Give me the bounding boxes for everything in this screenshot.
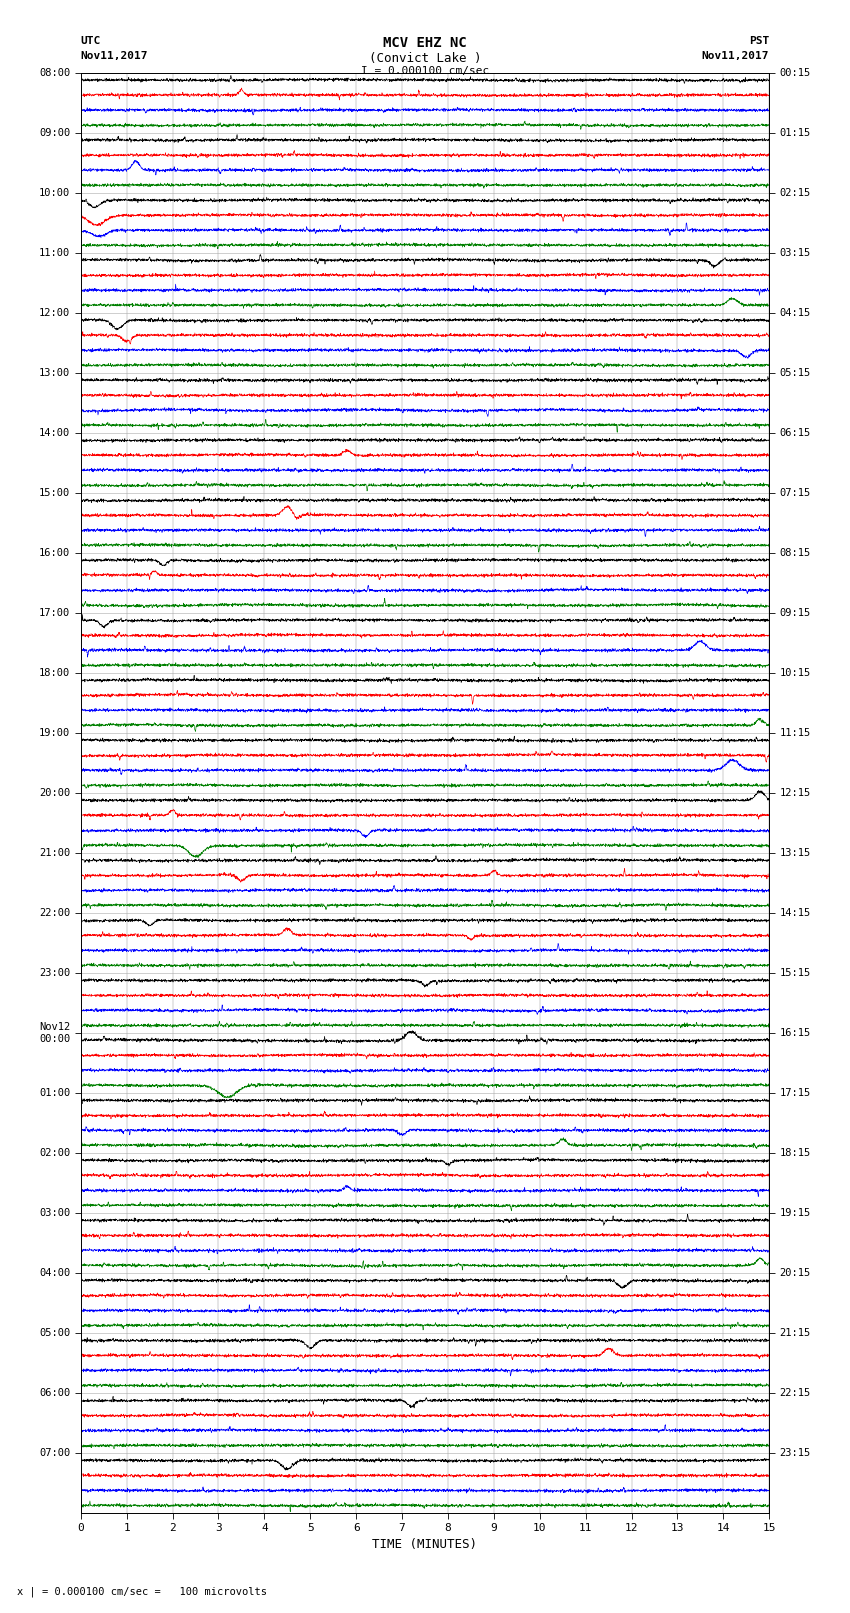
Text: UTC: UTC: [81, 37, 101, 47]
Text: x | = 0.000100 cm/sec =   100 microvolts: x | = 0.000100 cm/sec = 100 microvolts: [17, 1586, 267, 1597]
Text: (Convict Lake ): (Convict Lake ): [369, 52, 481, 65]
Text: MCV EHZ NC: MCV EHZ NC: [383, 37, 467, 50]
X-axis label: TIME (MINUTES): TIME (MINUTES): [372, 1537, 478, 1550]
Text: I = 0.000100 cm/sec: I = 0.000100 cm/sec: [361, 66, 489, 76]
Text: PST: PST: [749, 37, 769, 47]
Text: Nov11,2017: Nov11,2017: [81, 50, 148, 61]
Text: Nov11,2017: Nov11,2017: [702, 50, 769, 61]
